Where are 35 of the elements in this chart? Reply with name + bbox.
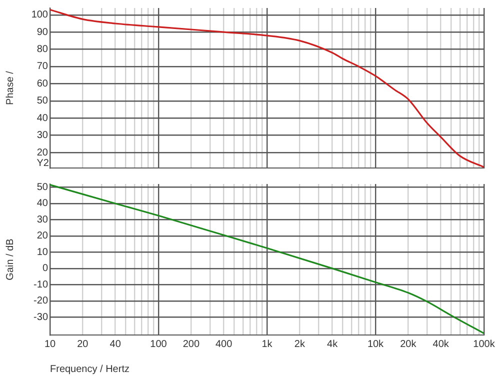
x-tick-label: 20k: [400, 338, 418, 350]
y-tick-label: 50: [36, 182, 48, 193]
x-axis-title: Frequency / Hertz: [50, 364, 130, 375]
y-tick-label: -10: [34, 279, 48, 290]
x-tick-label: 20: [77, 338, 89, 350]
y-tick-label: 90: [36, 26, 48, 38]
y-tick-label: 30: [36, 214, 48, 226]
y-tick-label: 50: [36, 96, 48, 107]
y-axis-title: Phase /: [4, 70, 16, 105]
x-tick-label: 4k: [327, 338, 339, 350]
x-tick-label: 100: [150, 338, 168, 350]
y-axis-title: Gain / dB: [4, 238, 16, 280]
y-tick-label: -20: [34, 296, 48, 307]
y-tick-label: 60: [36, 78, 48, 90]
y-tick-label: -30: [34, 312, 48, 323]
y-tick-label: 40: [36, 198, 48, 210]
x-tick-label: 1k: [262, 338, 274, 350]
x-tick-label: 400: [215, 338, 233, 350]
x-tick-label: 2k: [294, 338, 306, 350]
x-tick-label: 10k: [367, 338, 385, 350]
x-tick-label: 200: [182, 338, 200, 350]
x-tick-label: 100k: [473, 338, 496, 350]
y-tick-label: 0: [42, 263, 48, 274]
x-tick-label: 40: [110, 338, 122, 350]
y-tick-label: 30: [36, 130, 48, 142]
y-tick-label: 80: [36, 44, 48, 56]
y-tick-label: 70: [36, 61, 48, 72]
y-tick-label: 20: [36, 147, 48, 158]
y-tick-label: 20: [36, 230, 48, 242]
y-tick-label: 10: [36, 246, 48, 258]
y-tick-label: 40: [36, 112, 48, 124]
x-tick-label: 40k: [432, 338, 450, 350]
text: Y2: [36, 158, 50, 169]
y-tick-label: 100: [31, 10, 48, 21]
x-tick-label: 10: [44, 338, 56, 350]
